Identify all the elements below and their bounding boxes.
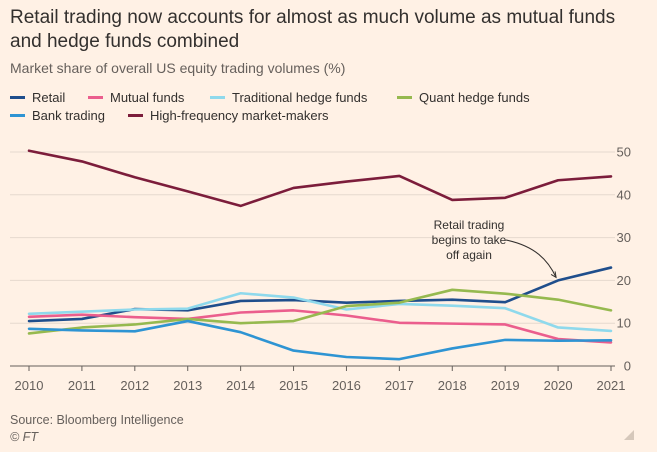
series-line-traditional-hedge-funds [27,291,613,333]
legend-label: Retail [32,90,66,105]
legend-swatch [10,96,25,99]
series-line-high-frequency-market-makers [27,149,613,208]
x-tick-label: 2017 [385,378,414,393]
y-tick-label: 0 [624,359,631,374]
x-tick-label: 2015 [279,378,308,393]
legend-label: Quant hedge funds [419,90,530,105]
legend-swatch [210,96,225,99]
legend-item-bank-trading: Bank trading [10,108,105,123]
y-tick-label: 20 [617,273,631,288]
series-line-bank-trading [27,319,613,361]
annotation-text: off again [446,248,492,262]
x-tick-label: 2013 [173,378,202,393]
x-tick-label: 2012 [120,378,149,393]
x-tick-label: 2019 [491,378,520,393]
source-note: Source: Bloomberg Intelligence [10,413,184,427]
chart-title: Retail trading now accounts for almost a… [10,7,616,52]
annotation-text: Retail trading [434,218,505,232]
legend-label: Traditional hedge funds [232,90,368,105]
x-tick-label: 2018 [438,378,467,393]
legend-item-quant-hedge-funds: Quant hedge funds [397,90,530,105]
legend-label: High-frequency market-makers [150,108,329,123]
annotation-arrowhead [550,271,557,279]
legend-swatch [88,96,103,99]
resize-corner-icon [624,430,634,440]
legend-item-retail: Retail [10,90,65,105]
legend-swatch [128,114,143,117]
y-tick-label: 30 [617,230,631,245]
credit-note: © FT [10,430,38,444]
y-tick-label: 40 [617,187,631,202]
x-tick-label: 2016 [332,378,361,393]
annotation-text: begins to take [432,233,507,247]
legend-item-mutual-funds: Mutual funds [88,90,184,105]
x-tick-label: 2021 [597,378,626,393]
x-tick-label: 2010 [15,378,44,393]
legend-item-high-frequency-market-makers: High-frequency market-makers [128,108,328,123]
y-tick-label: 50 [617,145,631,160]
annotation-arrow [505,239,557,278]
series-line-quant-hedge-funds [27,288,613,335]
x-tick-label: 2011 [68,378,96,393]
legend-label: Mutual funds [110,90,185,105]
chart-subtitle: Market share of overall US equity tradin… [10,60,346,76]
x-tick-label: 2020 [544,378,573,393]
y-tick-label: 10 [617,316,631,331]
legend-item-traditional-hedge-funds: Traditional hedge funds [210,90,367,105]
legend-swatch [10,114,25,117]
legend-label: Bank trading [32,108,105,123]
legend-swatch [397,96,412,99]
x-tick-label: 2014 [226,378,255,393]
